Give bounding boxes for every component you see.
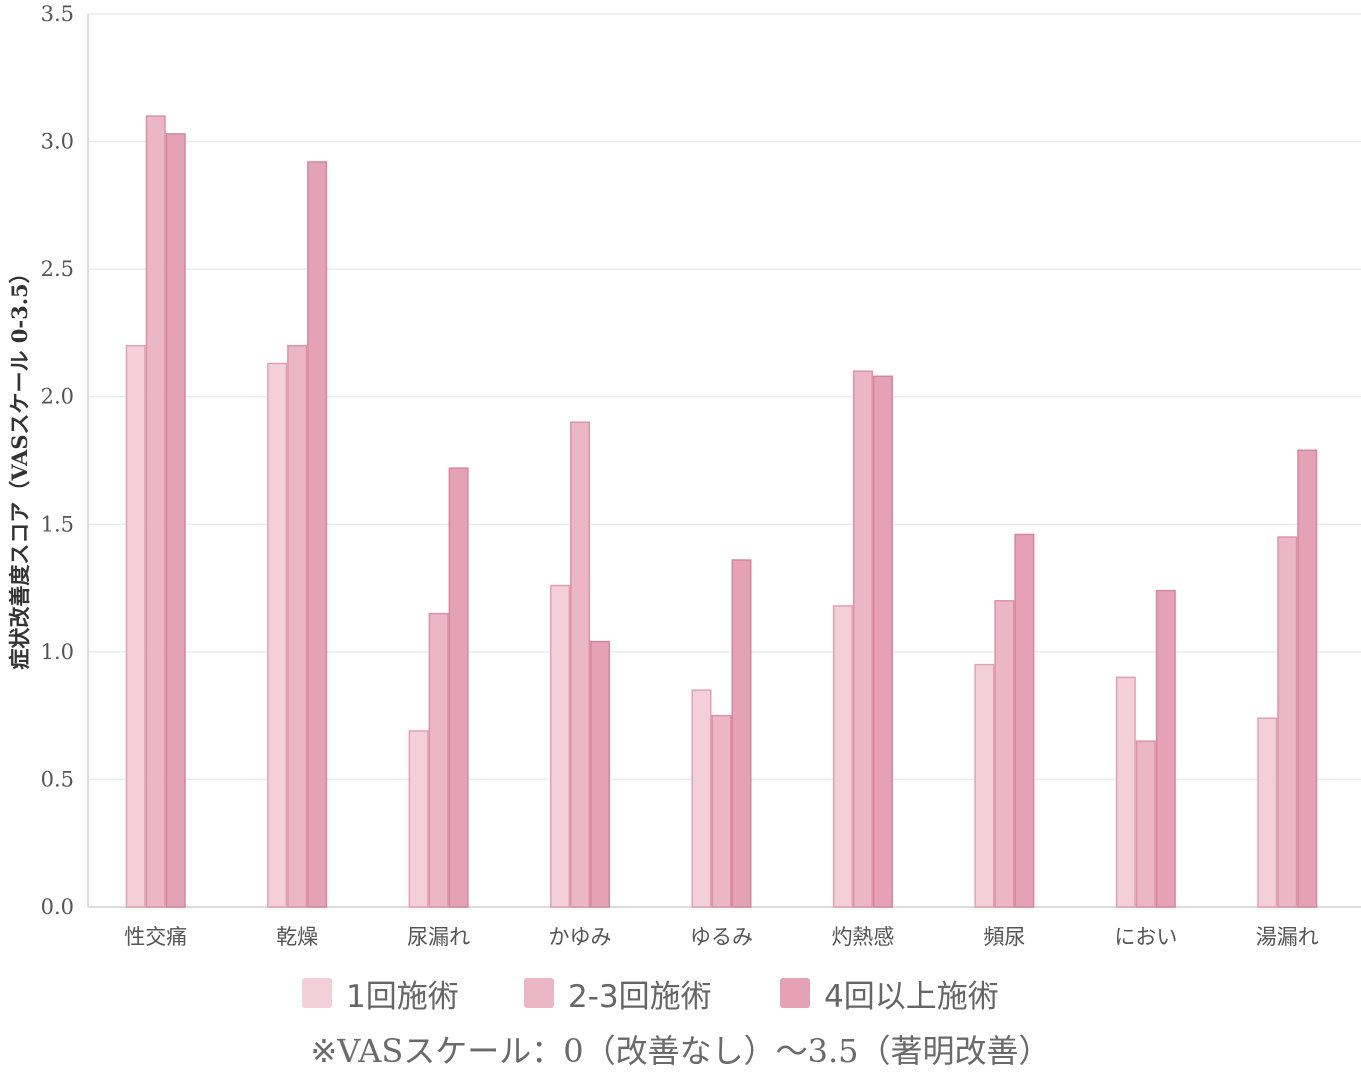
bar: [307, 161, 328, 908]
x-category-label: 湯漏れ: [1256, 925, 1319, 949]
x-category-label: 乾燥: [276, 925, 318, 949]
bars: [125, 115, 1318, 908]
x-category-label: 性交痛: [124, 925, 187, 949]
y-tick-label: 3.5: [41, 2, 74, 26]
bar: [711, 714, 732, 908]
x-category-label: におい: [1114, 925, 1177, 949]
bar: [1257, 717, 1278, 908]
x-category-label: かゆみ: [549, 925, 612, 949]
x-category-labels: 性交痛 乾燥 尿漏れ かゆみ ゆるみ 灼熱感 頻尿 におい 湯漏れ: [124, 925, 1319, 949]
legend-item: 4回以上施術: [780, 966, 999, 1020]
bar: [872, 375, 893, 908]
legend-item: 1回施術: [302, 966, 459, 1020]
bar: [1014, 533, 1035, 908]
legend-swatch: [302, 978, 332, 1008]
legend-item: 2-3回施術: [524, 966, 712, 1020]
y-tick-label: 2.5: [41, 257, 74, 281]
bar: [852, 370, 873, 908]
y-tick-label: 1.5: [41, 512, 74, 536]
footnote: ※VASスケール：0（改善なし）〜3.5（著明改善）: [310, 1032, 1051, 1070]
bar-chart: 0.0 0.5 1.0 1.5 2.0 2.5 3.0 3.5 性交痛 乾燥 尿漏れ かゆみ ゆるみ 灼…: [7, 2, 1361, 949]
bar: [287, 344, 308, 908]
bar: [125, 344, 146, 908]
x-category-label: 頻尿: [983, 925, 1025, 949]
legend-label: 2-3回施術: [568, 978, 712, 1015]
y-axis-label: 症状改善度スコア（VASスケール 0-3.5）: [7, 262, 32, 669]
bar: [1135, 740, 1156, 908]
legend-label: 4回以上施術: [824, 978, 999, 1015]
legend-swatch: [524, 978, 554, 1008]
bar: [832, 605, 853, 908]
y-tick-label: 2.0: [41, 385, 74, 409]
bar: [550, 584, 571, 908]
x-category-label: 灼熱感: [831, 925, 894, 949]
bar: [408, 730, 429, 908]
bar: [448, 467, 469, 908]
bar: [974, 663, 995, 908]
bar: [1297, 449, 1318, 908]
bar: [1155, 589, 1176, 908]
bar: [731, 559, 752, 908]
legend: 1回施術 2-3回施術 4回以上施術: [0, 966, 1361, 1020]
bar: [267, 362, 288, 908]
bar: [428, 612, 449, 908]
x-category-label: 尿漏れ: [407, 925, 470, 949]
x-category-label: ゆるみ: [690, 925, 753, 949]
bar: [145, 115, 166, 908]
bar: [165, 133, 186, 908]
bar: [590, 640, 611, 908]
legend-label: 1回施術: [346, 978, 459, 1015]
bar: [570, 421, 591, 908]
y-tick-label: 0.0: [41, 895, 74, 919]
y-tick-label: 1.0: [41, 640, 74, 664]
bar: [1277, 536, 1298, 908]
bar: [1115, 676, 1136, 908]
y-tick-label: 3.0: [41, 130, 74, 154]
y-tick-labels: 0.0 0.5 1.0 1.5 2.0 2.5 3.0 3.5: [41, 2, 74, 919]
legend-swatch: [780, 978, 810, 1008]
y-tick-label: 0.5: [41, 767, 74, 791]
bar: [994, 600, 1015, 908]
bar: [691, 689, 712, 908]
